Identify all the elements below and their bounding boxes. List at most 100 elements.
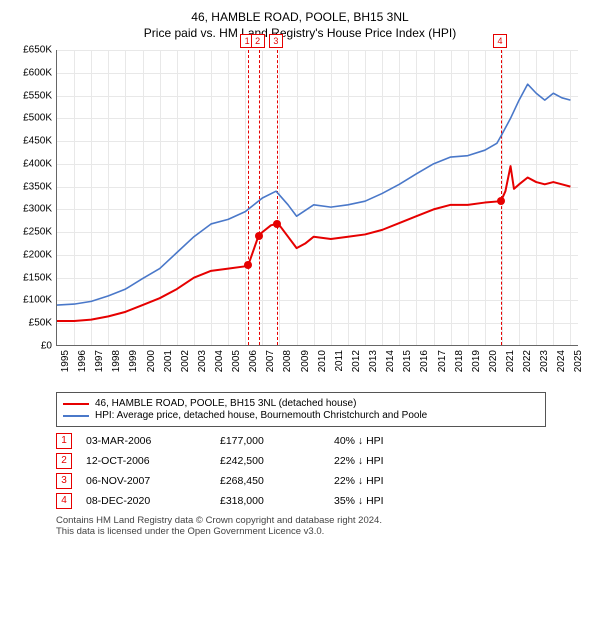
gridline-vertical <box>279 50 280 345</box>
plot-area <box>56 50 578 346</box>
gridline-vertical <box>348 50 349 345</box>
gridline-vertical <box>485 50 486 345</box>
x-axis-label: 2025 <box>573 350 584 372</box>
events-table: 103-MAR-2006£177,00040% ↓ HPI212-OCT-200… <box>56 433 546 509</box>
x-axis-label: 1998 <box>111 350 122 372</box>
x-axis-label: 2003 <box>197 350 208 372</box>
gridline-vertical <box>194 50 195 345</box>
event-marker: 3 <box>269 34 283 48</box>
sale-marker-dot <box>255 232 263 240</box>
gridline-horizontal <box>57 73 578 74</box>
x-axis-label: 2012 <box>351 350 362 372</box>
event-marker: 2 <box>251 34 265 48</box>
x-axis-label: 2005 <box>231 350 242 372</box>
legend-swatch <box>63 403 89 405</box>
sale-marker-dot <box>273 220 281 228</box>
x-axis-label: 2017 <box>437 350 448 372</box>
x-axis-label: 2016 <box>419 350 430 372</box>
event-price: £318,000 <box>220 495 320 507</box>
gridline-horizontal <box>57 255 578 256</box>
x-axis-label: 2019 <box>471 350 482 372</box>
x-axis-label: 2006 <box>248 350 259 372</box>
x-axis-label: 2014 <box>385 350 396 372</box>
y-axis-label: £0 <box>12 341 52 352</box>
gridline-vertical <box>553 50 554 345</box>
gridline-vertical <box>331 50 332 345</box>
event-delta: 22% ↓ HPI <box>334 455 384 467</box>
x-axis-label: 2011 <box>334 350 345 372</box>
x-axis-label: 2024 <box>556 350 567 372</box>
gridline-vertical <box>382 50 383 345</box>
event-price: £177,000 <box>220 435 320 447</box>
gridline-horizontal <box>57 300 578 301</box>
legend-swatch <box>63 415 89 417</box>
y-axis-label: £200K <box>12 249 52 260</box>
gridline-vertical <box>365 50 366 345</box>
legend: 46, HAMBLE ROAD, POOLE, BH15 3NL (detach… <box>56 392 546 427</box>
chart-container: 46, HAMBLE ROAD, POOLE, BH15 3NL Price p… <box>0 0 600 545</box>
gridline-vertical <box>434 50 435 345</box>
gridline-vertical <box>74 50 75 345</box>
event-line <box>277 50 278 345</box>
legend-label: HPI: Average price, detached house, Bour… <box>95 410 427 421</box>
x-axis-label: 2018 <box>454 350 465 372</box>
footer-line2: This data is licensed under the Open Gov… <box>56 526 546 537</box>
y-axis-label: £600K <box>12 67 52 78</box>
chart-area: £0£50K£100K£150K£200K£250K£300K£350K£400… <box>12 46 588 386</box>
gridline-vertical <box>262 50 263 345</box>
gridline-vertical <box>399 50 400 345</box>
y-axis-label: £650K <box>12 45 52 56</box>
legend-row: HPI: Average price, detached house, Bour… <box>63 410 539 421</box>
x-axis-label: 1996 <box>77 350 88 372</box>
x-axis-label: 2007 <box>265 350 276 372</box>
event-number-box: 4 <box>56 493 72 509</box>
gridline-vertical <box>519 50 520 345</box>
event-delta: 35% ↓ HPI <box>334 495 384 507</box>
gridline-horizontal <box>57 96 578 97</box>
event-price: £242,500 <box>220 455 320 467</box>
event-line <box>259 50 260 345</box>
event-date: 06-NOV-2007 <box>86 475 206 487</box>
x-axis-label: 2000 <box>146 350 157 372</box>
gridline-horizontal <box>57 164 578 165</box>
x-axis-label: 2008 <box>282 350 293 372</box>
gridline-vertical <box>108 50 109 345</box>
gridline-vertical <box>143 50 144 345</box>
gridline-horizontal <box>57 141 578 142</box>
event-row: 306-NOV-2007£268,45022% ↓ HPI <box>56 473 546 489</box>
event-row: 103-MAR-2006£177,00040% ↓ HPI <box>56 433 546 449</box>
gridline-horizontal <box>57 187 578 188</box>
x-axis-label: 1999 <box>128 350 139 372</box>
event-number-box: 3 <box>56 473 72 489</box>
gridline-vertical <box>177 50 178 345</box>
event-marker: 4 <box>493 34 507 48</box>
y-axis-label: £550K <box>12 90 52 101</box>
gridline-horizontal <box>57 209 578 210</box>
gridline-horizontal <box>57 118 578 119</box>
gridline-vertical <box>416 50 417 345</box>
y-axis-label: £150K <box>12 272 52 283</box>
event-row: 212-OCT-2006£242,50022% ↓ HPI <box>56 453 546 469</box>
legend-row: 46, HAMBLE ROAD, POOLE, BH15 3NL (detach… <box>63 398 539 409</box>
y-axis-label: £350K <box>12 181 52 192</box>
x-axis-label: 2001 <box>163 350 174 372</box>
gridline-horizontal <box>57 323 578 324</box>
footer-line1: Contains HM Land Registry data © Crown c… <box>56 515 546 526</box>
x-axis-label: 2020 <box>488 350 499 372</box>
y-axis-label: £400K <box>12 158 52 169</box>
footer: Contains HM Land Registry data © Crown c… <box>56 515 546 537</box>
x-axis-label: 2004 <box>214 350 225 372</box>
gridline-vertical <box>536 50 537 345</box>
event-line <box>248 50 249 345</box>
x-axis-label: 2002 <box>180 350 191 372</box>
gridline-vertical <box>314 50 315 345</box>
x-axis-label: 1995 <box>60 350 71 372</box>
gridline-vertical <box>570 50 571 345</box>
gridline-horizontal <box>57 278 578 279</box>
event-delta: 40% ↓ HPI <box>334 435 384 447</box>
gridline-vertical <box>245 50 246 345</box>
x-axis-label: 2022 <box>522 350 533 372</box>
sale-marker-dot <box>244 261 252 269</box>
gridline-vertical <box>297 50 298 345</box>
y-axis-label: £500K <box>12 113 52 124</box>
